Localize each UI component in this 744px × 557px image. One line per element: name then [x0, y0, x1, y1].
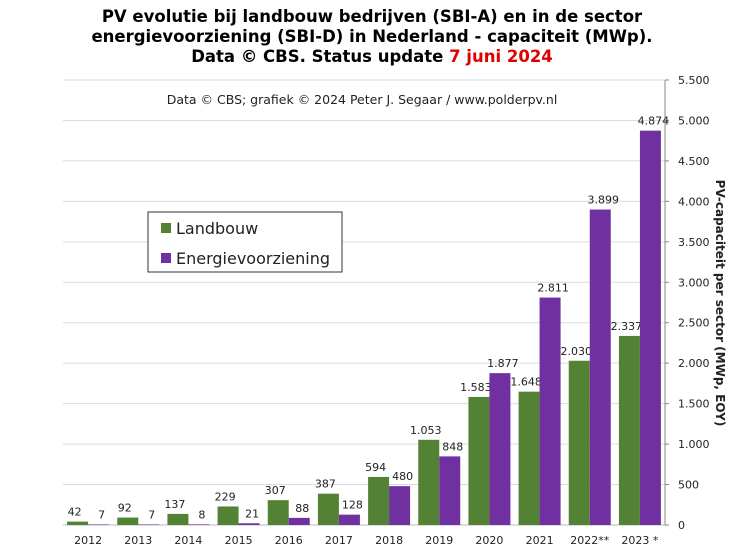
- bar: [439, 456, 461, 525]
- data-label: 7: [98, 508, 105, 521]
- bar: [568, 360, 590, 525]
- data-label: 7: [148, 508, 155, 521]
- y-tick-label: 3.500: [678, 236, 710, 249]
- y-axis-label: PV-capaciteit per sector (MWp, EOY): [713, 180, 727, 427]
- x-tick-label: 2012: [74, 534, 102, 547]
- bar: [167, 513, 189, 525]
- data-label: 3.899: [588, 194, 620, 207]
- data-label: 8: [198, 508, 205, 521]
- data-label: 42: [68, 506, 82, 519]
- data-label: 1.877: [487, 357, 519, 370]
- y-tick-label: 0: [678, 519, 685, 532]
- y-tick-label: 4.000: [678, 195, 710, 208]
- y-tick-label: 5.000: [678, 114, 710, 127]
- y-tick-label: 1.500: [678, 398, 710, 411]
- bar: [288, 517, 310, 525]
- x-tick-label: 2013: [124, 534, 152, 547]
- x-tick-label: 2022**: [570, 534, 609, 547]
- title-highlight: 7 juni 2024: [449, 47, 553, 66]
- bar: [338, 514, 360, 525]
- data-label: 307: [265, 484, 286, 497]
- y-tick-label: 3.000: [678, 276, 710, 289]
- bar: [468, 396, 490, 525]
- bar: [618, 335, 640, 525]
- data-label: 92: [118, 502, 132, 515]
- x-tick-label: 2018: [375, 534, 403, 547]
- data-label: 137: [164, 498, 185, 511]
- data-label: 2.030: [561, 345, 593, 358]
- subtitle: Data © CBS; grafiek © 2024 Peter J. Sega…: [167, 92, 558, 107]
- bar: [67, 521, 89, 525]
- data-label: 2.811: [537, 282, 569, 295]
- chart-title: Data © CBS. Status update: [191, 47, 449, 66]
- data-label: 848: [442, 440, 463, 453]
- chart-title: PV evolutie bij landbouw bedrijven (SBI-…: [102, 7, 643, 26]
- y-tick-label: 500: [678, 479, 699, 492]
- chart-title: energievoorziening (SBI-D) in Nederland …: [91, 27, 652, 46]
- data-label: 2.337: [611, 320, 643, 333]
- x-tick-label: 2023 *: [621, 534, 658, 547]
- x-tick-label: 2020: [475, 534, 503, 547]
- bar: [489, 373, 511, 525]
- legend: Landbouw Energievoorziening: [147, 211, 343, 273]
- legend-swatch: [161, 223, 171, 233]
- bar: [117, 517, 139, 525]
- x-tick-label: 2015: [225, 534, 253, 547]
- bar: [88, 524, 110, 525]
- legend-swatch: [161, 253, 171, 263]
- bar: [188, 524, 210, 525]
- bar: [267, 500, 289, 525]
- x-tick-label: 2017: [325, 534, 353, 547]
- bar: [138, 524, 160, 525]
- bar: [217, 506, 239, 525]
- data-label: 387: [315, 478, 336, 491]
- y-tick-label: 4.500: [678, 155, 710, 168]
- bar: [238, 523, 260, 525]
- data-label: 88: [295, 502, 309, 515]
- data-label: 594: [365, 461, 386, 474]
- x-tick-label: 2019: [425, 534, 453, 547]
- y-tick-label: 2.500: [678, 317, 710, 330]
- chart-title: Data © CBS. Status update 7 juni 2024: [191, 47, 553, 66]
- data-label: 480: [392, 470, 413, 483]
- bar: [418, 439, 440, 525]
- data-label: 21: [245, 507, 259, 520]
- data-label: 1.648: [510, 376, 542, 389]
- bar: [639, 130, 661, 525]
- legend-label: Landbouw: [176, 219, 258, 238]
- legend-box: [147, 211, 343, 273]
- x-tick-label: 2021: [526, 534, 554, 547]
- x-tick-label: 2014: [174, 534, 202, 547]
- legend-label: Energievoorziening: [176, 249, 330, 268]
- bar: [389, 486, 411, 525]
- x-tick-label: 2016: [275, 534, 303, 547]
- data-label: 4.874: [638, 115, 670, 128]
- y-tick-label: 2.000: [678, 357, 710, 370]
- bar: [368, 476, 390, 525]
- data-label: 128: [342, 499, 363, 512]
- bar: [518, 391, 540, 525]
- data-label: 229: [215, 490, 236, 503]
- y-tick-label: 1.000: [678, 438, 710, 451]
- bar: [317, 493, 339, 525]
- data-label: 1.053: [410, 424, 442, 437]
- data-label: 1.583: [460, 381, 492, 394]
- bar: [589, 209, 611, 525]
- bar: [539, 297, 561, 525]
- y-tick-label: 5.500: [678, 74, 710, 87]
